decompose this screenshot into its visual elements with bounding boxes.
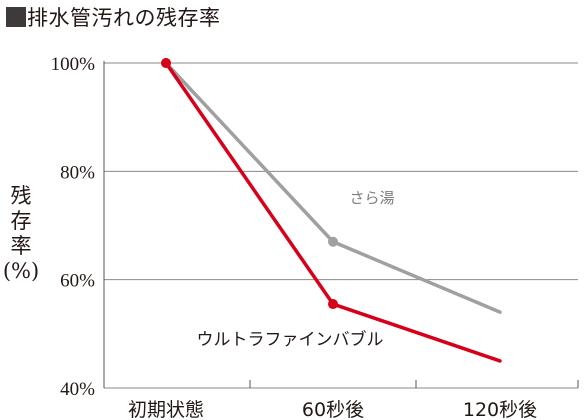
y-axis-label-char-1: 残 <box>10 184 32 208</box>
series-line-1 <box>164 61 502 314</box>
y-axis-label: 残 存 率 (%) <box>2 184 40 284</box>
series-line-2 <box>164 61 502 363</box>
y-tick-label-60: 60% <box>60 271 95 292</box>
chart-title: 排水管汚れの残存率 <box>6 2 221 32</box>
y-axis-label-unit: (%) <box>2 259 40 283</box>
x-tick-label-3: 120秒後 <box>463 399 537 420</box>
y-tick-label-80: 80% <box>60 162 95 183</box>
x-tick-label-2: 60秒後 <box>302 399 364 420</box>
series-label-1: さら湯 <box>349 189 394 207</box>
series-2-point-2 <box>328 299 338 310</box>
series-2-point-1 <box>161 58 171 68</box>
y-axis-label-char-3: 率 <box>10 234 32 258</box>
chart-title-text: 排水管汚れの残存率 <box>27 6 221 30</box>
y-tick-label-100: 100% <box>51 54 96 75</box>
y-tick-label-40: 40% <box>60 379 95 400</box>
title-square-icon <box>6 7 26 27</box>
x-tick-label-1: 初期状態 <box>128 399 204 420</box>
series-label-2: ウルトラファインバブル <box>197 329 384 350</box>
series-1-point-2 <box>328 236 338 247</box>
y-axis-label-char-2: 存 <box>10 209 32 233</box>
